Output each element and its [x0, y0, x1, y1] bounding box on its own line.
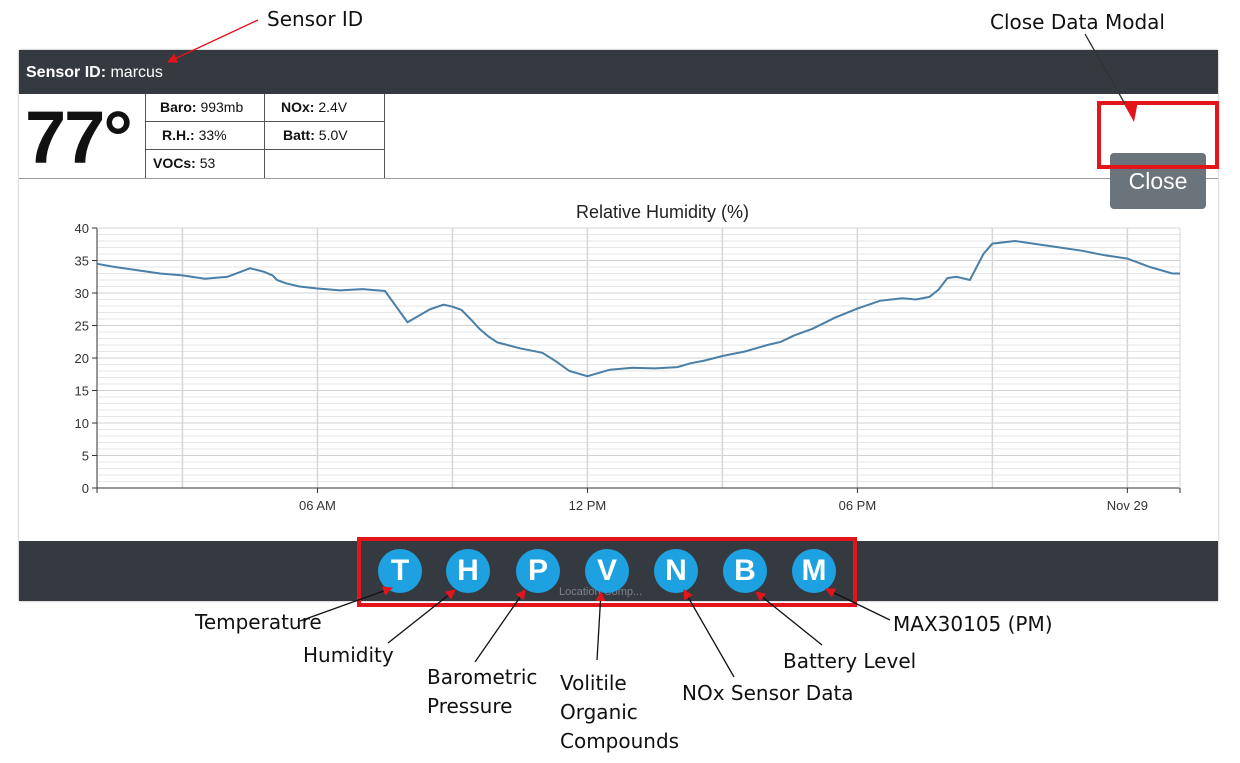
y-tick-label: 20 — [75, 351, 89, 366]
annotation-temperature: Temperature — [195, 610, 322, 634]
sensor-data-modal: Sensor ID: marcus 77° Baro: 993mb NOx: 2… — [19, 50, 1218, 601]
modal-footer: Location Comp... T H P V N B M — [19, 541, 1218, 601]
batt-value: 5.0V — [318, 127, 348, 143]
annotation-humidity: Humidity — [303, 643, 394, 667]
chart-title: Relative Humidity (%) — [576, 202, 749, 222]
batt-label: Batt: — [283, 127, 315, 143]
voc-button[interactable]: V — [585, 549, 629, 593]
baro-cell: Baro: 993mb — [146, 94, 265, 122]
y-tick-label: 30 — [75, 286, 89, 301]
close-button[interactable]: Close — [1110, 153, 1206, 209]
sensor-id-value: marcus — [110, 64, 163, 81]
sensor-id-heading: Sensor ID: marcus — [26, 64, 163, 82]
voc-label: VOCs: — [153, 155, 196, 171]
sensor-id-label: Sensor ID: — [26, 64, 107, 81]
humidity-chart: 0 5 10 15 20 25 30 35 40 06 AM 12 PM 06 PM Nov 29 Rel… — [19, 178, 1218, 541]
y-tick-label: 15 — [75, 384, 89, 399]
modal-header: Sensor ID: marcus — [19, 50, 1218, 94]
nox-label: NOx: — [281, 99, 315, 115]
chart-svg: 0 5 10 15 20 25 30 35 40 06 AM 12 PM 06 PM Nov 29 Rel… — [75, 202, 1181, 513]
y-tick-label: 40 — [75, 221, 89, 236]
rh-label: R.H.: — [162, 127, 195, 143]
nox-value: 2.4V — [318, 99, 348, 115]
annotation-barometric-2: Pressure — [427, 694, 513, 718]
annotation-close-modal: Close Data Modal — [990, 10, 1165, 34]
temperature-button[interactable]: T — [378, 549, 422, 593]
humidity-series-line — [96, 239, 1180, 378]
max-button[interactable]: M — [792, 549, 836, 593]
x-tick-label: 06 AM — [299, 498, 336, 513]
nox-cell: NOx: 2.4V — [265, 94, 385, 122]
annotation-barometric-1: Barometric — [427, 665, 538, 689]
annotation-sensor-id: Sensor ID — [267, 7, 364, 31]
annotation-max: MAX30105 (PM) — [893, 612, 1053, 636]
voc-value: 53 — [199, 155, 216, 171]
annotation-voc-1: Volitile — [560, 671, 627, 695]
x-tick-label: 06 PM — [839, 498, 877, 513]
rh-value: 33% — [198, 127, 227, 143]
sensor-stats: 77° Baro: 993mb NOx: 2.4V R.H.: 33% Batt… — [19, 94, 1218, 209]
temperature-box: 77° — [19, 94, 146, 178]
buttons-highlight-box — [357, 537, 857, 607]
empty-cell — [265, 150, 385, 178]
nox-button[interactable]: N — [654, 549, 698, 593]
baro-label: Baro: — [160, 99, 197, 115]
temperature-value: 77° — [25, 96, 133, 179]
annotation-battery: Battery Level — [783, 649, 917, 673]
y-tick-label: 35 — [75, 254, 89, 269]
voc-cell: VOCs: 53 — [146, 150, 265, 178]
pressure-button[interactable]: P — [516, 549, 560, 593]
y-tick-label: 25 — [75, 319, 89, 334]
x-tick-label: 12 PM — [569, 498, 607, 513]
annotation-voc-2: Organic — [560, 700, 638, 724]
battery-button[interactable]: B — [723, 549, 767, 593]
baro-value: 993mb — [200, 99, 244, 115]
x-tick-label: Nov 29 — [1107, 498, 1148, 513]
close-highlight-box — [1097, 101, 1219, 169]
batt-cell: Batt: 5.0V — [265, 122, 385, 150]
y-tick-label: 0 — [82, 481, 89, 496]
y-tick-label: 10 — [75, 416, 89, 431]
annotation-voc-3: Compounds — [560, 729, 680, 753]
rh-cell: R.H.: 33% — [146, 122, 265, 150]
humidity-button[interactable]: H — [446, 549, 490, 593]
annotation-nox: NOx Sensor Data — [682, 681, 854, 705]
y-tick-label: 5 — [82, 449, 89, 464]
